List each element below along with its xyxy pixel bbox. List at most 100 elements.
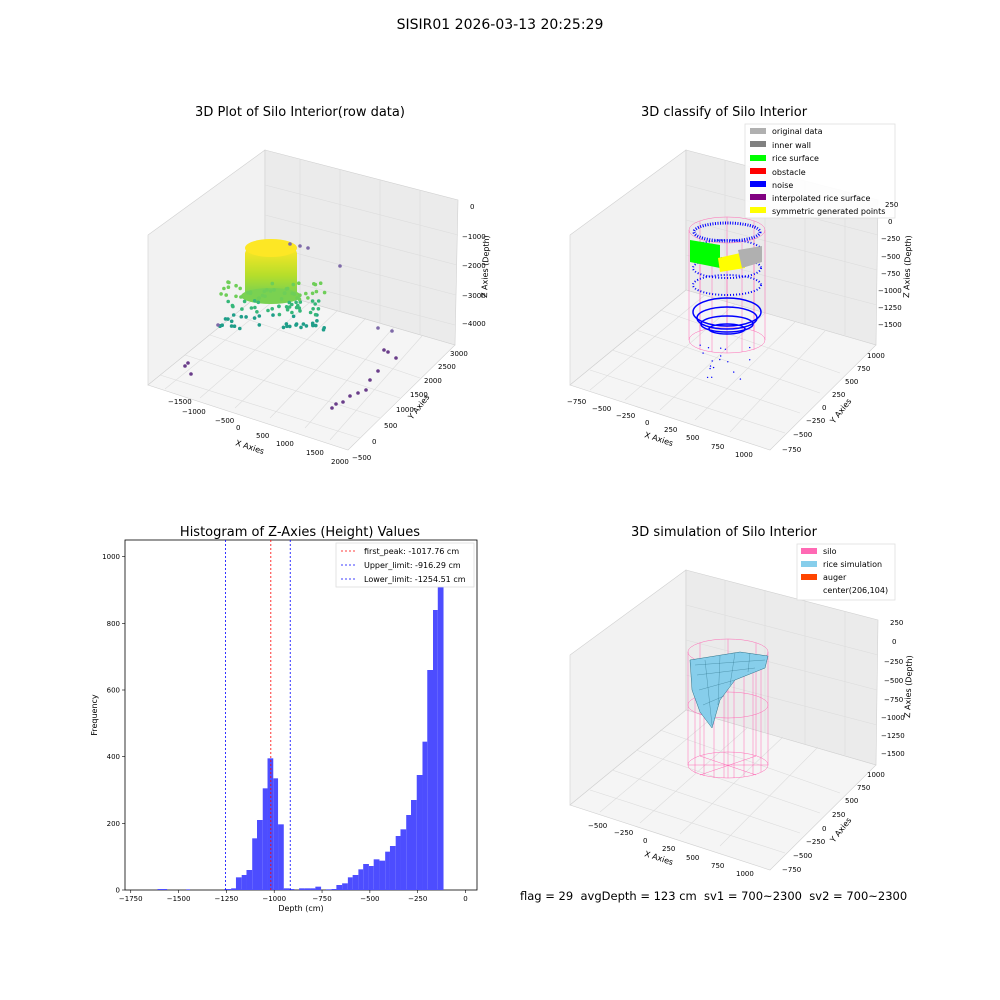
classify-noise-point (709, 365, 712, 367)
legend-center: center(206,104) (823, 586, 888, 595)
raw-outlier-point (364, 388, 368, 392)
classify-noise-point (733, 371, 735, 373)
svg-text:0: 0 (892, 638, 896, 646)
status-line: flag = 29 avgDepth = 123 cm sv1 = 700~23… (520, 889, 908, 903)
svg-text:1500: 1500 (410, 391, 428, 399)
svg-text:−500: −500 (793, 431, 812, 439)
svg-text:−1000: −1000 (881, 714, 905, 722)
svg-text:−250: −250 (614, 829, 633, 837)
svg-text:0: 0 (372, 438, 376, 446)
raw-point (296, 303, 300, 308)
svg-text:−750: −750 (881, 270, 900, 278)
classify-noise-point (699, 344, 701, 346)
raw-point (290, 310, 294, 315)
raw-point (224, 293, 228, 297)
raw-point (287, 305, 292, 309)
histogram-x-tick-3: −1000 (262, 895, 286, 903)
raw-outlier-point (330, 406, 334, 410)
histogram-bar-25 (358, 869, 364, 890)
raw-point (265, 288, 269, 292)
raw-point (297, 281, 301, 286)
raw-point (255, 310, 259, 314)
raw-point (220, 323, 224, 328)
raw-point (311, 307, 315, 311)
svg-text:0: 0 (643, 837, 647, 845)
raw-outlier-point (394, 356, 398, 360)
raw-point (318, 281, 323, 286)
histogram-bar-37 (422, 741, 428, 890)
classify-noise-point (706, 376, 709, 379)
raw-x-label: X Axies (234, 438, 265, 456)
raw-point (321, 327, 326, 332)
histogram-bar-8 (257, 820, 263, 890)
histogram-x-label: Depth (cm) (278, 904, 323, 913)
panel-classify-title: 3D classify of Silo Interior (641, 105, 808, 120)
legend-silo: silo (823, 547, 837, 556)
classify-noise-point (711, 376, 713, 378)
histogram-bar-19 (325, 889, 332, 890)
svg-text:250: 250 (890, 619, 903, 627)
raw-outlier-point (356, 391, 360, 395)
raw-point (291, 282, 296, 287)
raw-point (299, 325, 303, 330)
raw-point (239, 314, 244, 319)
svg-text:−500: −500 (215, 417, 234, 425)
histogram-title: Histogram of Z-Axies (Height) Values (180, 525, 420, 540)
raw-outlier-point (368, 378, 372, 382)
svg-text:−1250: −1250 (881, 732, 905, 740)
svg-text:500: 500 (686, 434, 699, 442)
raw-point (291, 314, 296, 319)
legend-original: original data (772, 127, 823, 136)
raw-point (297, 306, 302, 310)
raw-z-label: Z Axies (Depth) (480, 235, 491, 298)
histogram-bar-16 (304, 888, 311, 890)
raw-outlier-point (186, 361, 190, 365)
raw-point (298, 293, 302, 298)
classify-noise-point (712, 366, 715, 369)
panel-raw-3d: 3D Plot of Silo Interior(row data) −1500… (147, 105, 491, 466)
legend-rice-surface: rice surface (772, 154, 819, 163)
raw-outlier-point (341, 400, 345, 404)
svg-text:−250: −250 (881, 235, 900, 243)
classify-point-groups (690, 221, 762, 335)
raw-point (266, 308, 270, 313)
histogram-legend: first_peak: -1017.76 cm Upper_limit: -91… (335, 542, 475, 588)
svg-text:−750: −750 (884, 696, 903, 704)
sim-z-ticks: 250 0 −250 −500 −750 −1000 −1250 −1500 (881, 619, 905, 758)
raw-point (313, 312, 318, 317)
sim-x-ticks: −500 −250 0 250 500 750 1000 (588, 822, 754, 878)
svg-text:250: 250 (832, 391, 845, 399)
svg-text:−3000: −3000 (462, 292, 486, 300)
raw-point (231, 313, 236, 317)
svg-text:−500: −500 (881, 253, 900, 261)
raw-point (298, 300, 303, 304)
histogram-x-tick-0: −1750 (119, 895, 143, 903)
raw-point (277, 312, 282, 317)
raw-point (290, 302, 294, 307)
raw-point (256, 296, 261, 301)
histogram-y-tick-0: 0 (116, 887, 120, 895)
histogram-y-tick-2: 400 (107, 753, 120, 761)
raw-point (226, 299, 230, 304)
raw-point (314, 323, 318, 328)
legend-noise: noise (772, 181, 793, 190)
svg-text:500: 500 (845, 797, 858, 805)
histogram-bar-24 (352, 875, 359, 890)
sim-y-label: Y Axies (828, 816, 854, 845)
raw-point (316, 299, 321, 303)
histogram-bar-14 (289, 889, 295, 890)
histogram-bar-32 (395, 836, 401, 890)
svg-text:−750: −750 (782, 446, 801, 454)
panel-classify-3d: 3D classify of Silo Interior (567, 105, 913, 459)
svg-text:500: 500 (845, 378, 858, 386)
histogram-bar-1 (186, 889, 191, 890)
raw-point (272, 288, 276, 292)
raw-point (270, 307, 275, 311)
sim-y-ticks: −750 −500 −250 0 250 500 750 1000 (782, 771, 885, 874)
histogram-bar-9 (262, 788, 268, 890)
raw-point (290, 291, 295, 296)
histogram-x-tick-1: −1500 (167, 895, 191, 903)
raw-outlier-point (376, 369, 380, 373)
histogram-x-ticks: −1750 −1500 −1250 −1000 −750 −500 −250 0 (119, 890, 468, 903)
